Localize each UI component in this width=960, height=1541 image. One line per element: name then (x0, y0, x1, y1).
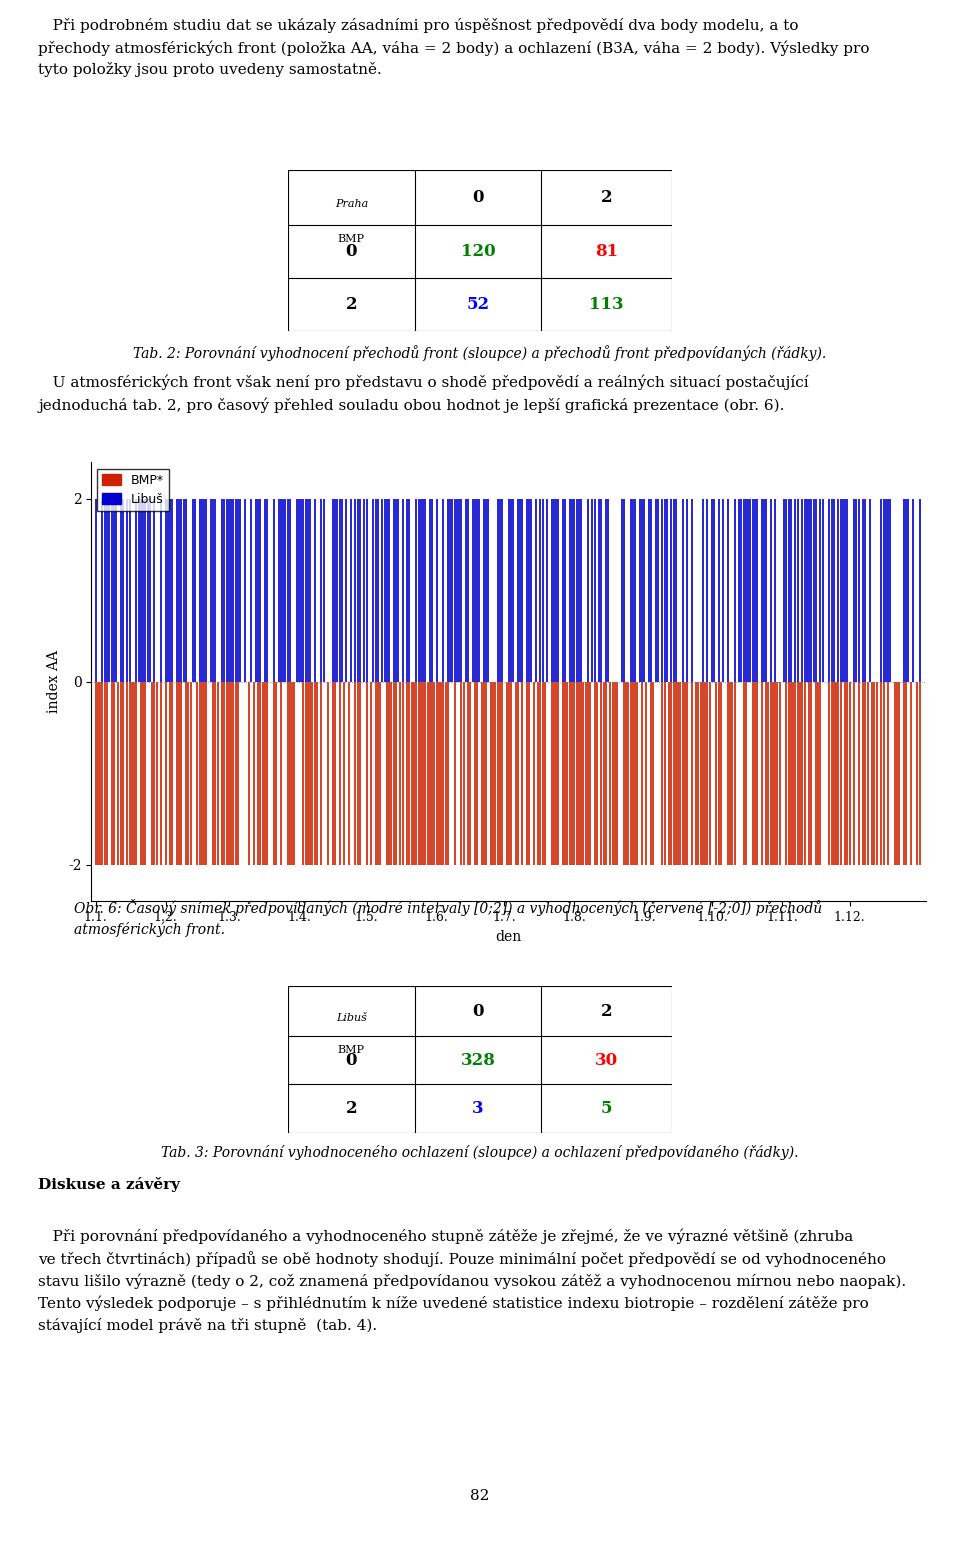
Text: 120: 120 (461, 243, 495, 260)
Text: 0: 0 (346, 243, 357, 260)
X-axis label: den: den (495, 929, 522, 943)
Text: Tab. 3: Porovnání vyhodnoceného ochlazení (sloupce) a ochlazení předpovídaného (: Tab. 3: Porovnání vyhodnoceného ochlazen… (161, 1145, 799, 1160)
Text: 2: 2 (346, 1100, 357, 1117)
Text: 81: 81 (595, 243, 618, 260)
Legend: BMP*, Libuš: BMP*, Libuš (98, 468, 169, 510)
Text: 2: 2 (601, 1003, 612, 1020)
Text: BMP: BMP (338, 1045, 365, 1054)
Text: 0: 0 (346, 1051, 357, 1068)
Text: Tab. 2: Porovnání vyhodnocení přechodů front (sloupce) a přechodů front předpoví: Tab. 2: Porovnání vyhodnocení přechodů f… (133, 345, 827, 361)
Text: 2: 2 (601, 188, 612, 205)
Text: 2: 2 (346, 296, 357, 313)
Text: U atmosférických front však není pro představu o shodě předpovědí a reálných sit: U atmosférických front však není pro pře… (38, 374, 809, 413)
Text: 0: 0 (472, 188, 484, 205)
Text: Praha: Praha (335, 199, 368, 208)
Text: 328: 328 (461, 1051, 495, 1068)
Text: Při porovnání předpovídaného a vyhodnoceného stupně zátěže je zřejmé, že ve výra: Při porovnání předpovídaného a vyhodnoce… (38, 1228, 906, 1333)
Y-axis label: index AA: index AA (47, 650, 61, 713)
Text: 0: 0 (472, 1003, 484, 1020)
Text: Diskuse a závěry: Diskuse a závěry (38, 1177, 180, 1191)
Text: Libuš: Libuš (336, 1012, 367, 1023)
Text: 5: 5 (601, 1100, 612, 1117)
Text: 30: 30 (595, 1051, 618, 1068)
Text: BMP: BMP (338, 234, 365, 243)
Text: 3: 3 (472, 1100, 484, 1117)
Text: Obr. 6: Časový snímek předpovídaných (modré intervaly [0;2]) a vyhodnocených (če: Obr. 6: Časový snímek předpovídaných (mo… (74, 898, 822, 937)
Text: 52: 52 (467, 296, 490, 313)
Text: 82: 82 (470, 1489, 490, 1504)
Text: Při podrobném studiu dat se ukázaly zásadními pro úspěšnost předpovědí dva body : Při podrobném studiu dat se ukázaly zása… (38, 18, 870, 77)
Text: 113: 113 (589, 296, 624, 313)
